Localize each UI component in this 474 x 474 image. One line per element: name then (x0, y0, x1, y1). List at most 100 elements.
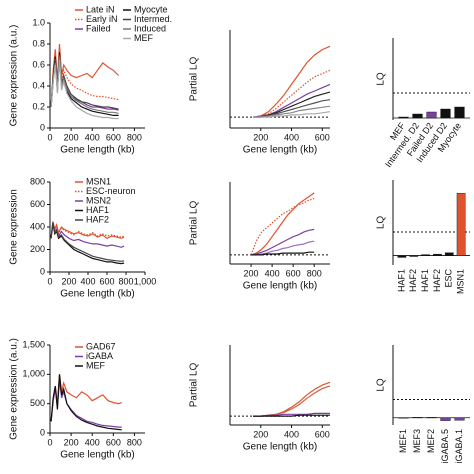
x-tick-label: 0 (47, 437, 52, 447)
y-axis-label: Partial LQ (189, 57, 200, 102)
y-axis-label: Gene expression (a.u.) (9, 25, 20, 127)
y-tick-label: 800 (30, 176, 45, 186)
series-line (50, 222, 125, 262)
category-label: MEF2 (426, 429, 436, 453)
series-line (251, 251, 315, 256)
series-line (253, 105, 331, 118)
legend-label: Early iN (86, 14, 118, 24)
x-tick-label: 600 (315, 132, 330, 142)
series-line (253, 111, 331, 118)
x-tick-label: 200 (64, 132, 79, 142)
x-tick-label: 800 (127, 132, 142, 142)
x-axis-label: Gene length (kb) (243, 281, 318, 292)
legend-label: Failed (86, 23, 111, 33)
y-tick-label: 0.4 (32, 80, 45, 90)
category-label: MSN1 (455, 269, 465, 294)
y-tick-label: 0.2 (32, 101, 45, 111)
y-tick-label: 200 (30, 244, 45, 254)
series-line (50, 59, 119, 120)
bar (454, 417, 465, 421)
series-line (253, 414, 330, 417)
bar (426, 417, 437, 419)
bar (398, 417, 409, 419)
y-tick-label: 0 (40, 266, 45, 276)
series-line (50, 374, 122, 431)
x-tick-label: 200 (64, 437, 79, 447)
x-tick-label: 600 (106, 132, 121, 142)
bar (444, 252, 454, 256)
legend-label: Late iN (86, 4, 115, 14)
series-line (50, 223, 125, 265)
category-label: iGABA.1 (454, 429, 464, 464)
series-line (250, 192, 315, 256)
x-tick-label: 400 (85, 132, 100, 142)
x-tick-label: 200 (61, 276, 76, 286)
y-axis-label: Gene expression (9, 189, 20, 265)
y-axis-label: Partial LQ (189, 363, 200, 408)
x-tick-label: 400 (265, 268, 280, 278)
legend-label: HAF1 (86, 205, 109, 215)
legend-label: MEF (86, 360, 106, 370)
category-label: iGABA.5 (440, 429, 450, 464)
x-tick-label: 0 (47, 132, 52, 142)
series-line (250, 197, 315, 256)
x-axis-label: Gene length (kb) (60, 289, 135, 300)
x-tick-label: 600 (99, 276, 114, 286)
x-tick-label: 800 (307, 268, 322, 278)
y-axis-label: LQ (376, 216, 387, 230)
x-tick-label: 200 (253, 429, 268, 439)
bar (398, 116, 409, 119)
x-tick-label: 600 (286, 268, 301, 278)
legend-label: MSN1 (86, 176, 111, 186)
series-line (253, 381, 331, 417)
series-line (50, 221, 125, 239)
legend-label: Induced (134, 23, 166, 33)
series-line (253, 91, 331, 118)
y-axis-label: LQ (376, 378, 387, 392)
legend-label: HAF2 (86, 214, 109, 224)
y-tick-label: 0.8 (32, 38, 45, 48)
bar (397, 255, 407, 258)
category-label: HAF1 (420, 269, 430, 292)
x-tick-label: 800 (118, 276, 133, 286)
category-label: ESC (444, 269, 454, 288)
x-tick-label: 600 (315, 429, 330, 439)
y-tick-label: 0.6 (32, 59, 45, 69)
x-tick-label: 200 (253, 132, 268, 142)
legend-label: ESC-neuron (86, 186, 136, 196)
legend-label: MSN2 (86, 195, 111, 205)
x-tick-label: 400 (80, 276, 95, 286)
legend-label: iGABA (86, 351, 113, 361)
bar (421, 254, 430, 256)
series-line (253, 69, 331, 118)
bar (440, 417, 451, 421)
y-tick-label: 1.0 (32, 17, 45, 27)
x-tick-label: 0 (47, 276, 52, 286)
y-tick-label: 0 (40, 427, 45, 437)
series-line (253, 385, 331, 417)
y-tick-label: 1,500 (22, 339, 45, 349)
y-tick-label: 0 (40, 122, 45, 132)
category-label: HAF2 (408, 269, 418, 292)
x-axis-label: Gene length (kb) (243, 442, 318, 453)
bar (412, 113, 423, 119)
bar (426, 111, 437, 119)
series-line (50, 222, 125, 239)
x-axis-label: Gene length (kb) (60, 145, 135, 156)
x-axis-label: Gene length (kb) (243, 145, 318, 156)
x-axis-label: Gene length (kb) (60, 450, 135, 461)
bar (456, 193, 466, 256)
series-line (250, 228, 315, 256)
y-axis-label: Partial LQ (189, 201, 200, 246)
y-tick-label: 500 (30, 398, 45, 408)
y-axis-label: LQ (376, 72, 387, 86)
x-tick-label: 1,000 (134, 276, 157, 286)
y-tick-label: 400 (30, 221, 45, 231)
legend-label: GAD67 (86, 341, 116, 351)
x-tick-label: 400 (85, 437, 100, 447)
x-tick-label: 400 (284, 132, 299, 142)
bar (454, 106, 465, 119)
bar (409, 255, 419, 257)
legend-label: Myocyte (134, 4, 168, 14)
series-line (251, 240, 315, 256)
